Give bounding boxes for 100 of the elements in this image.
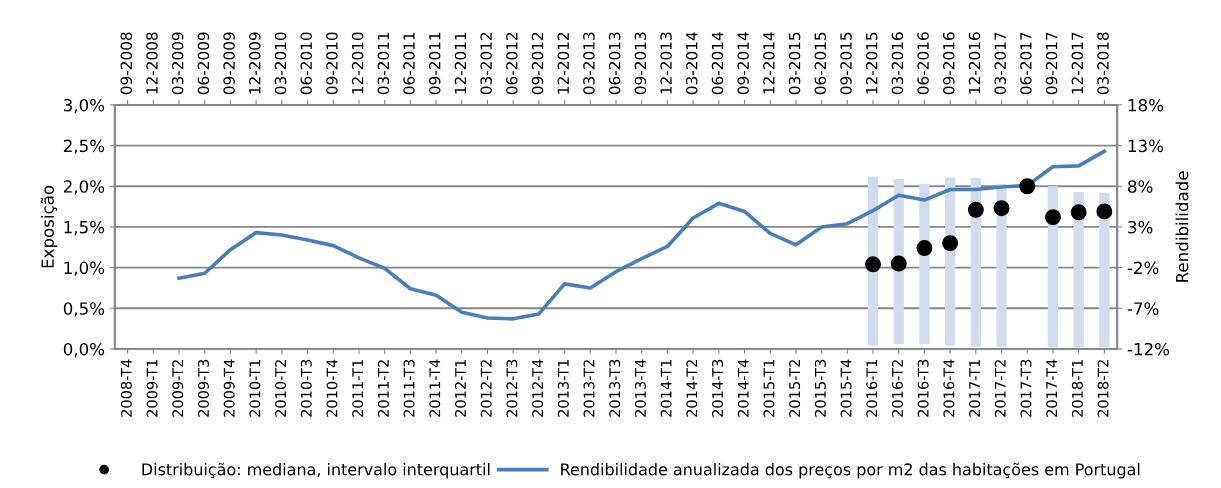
text: 03-2009	[171, 32, 184, 95]
text: 09-2010	[326, 32, 338, 95]
text: 12-2015	[865, 32, 878, 94]
text: 06-2017	[1020, 32, 1032, 95]
x-tick-label: 2012-T3	[506, 359, 518, 417]
bar	[1099, 192, 1110, 348]
x-tick-label: 2011-T2	[377, 360, 389, 417]
text: 03-2017	[994, 32, 1006, 95]
text: 03-2012	[480, 32, 492, 95]
text: 03-2013	[583, 32, 595, 95]
x-tick-label: 2010-T2	[275, 360, 287, 417]
text: 03-2010	[274, 32, 287, 95]
y-tick-label: 2,5%	[63, 139, 105, 154]
x-tick-label: 2014-T1	[660, 359, 672, 417]
y-tick-label: 2,0%	[63, 180, 105, 195]
y-tick-label: 1,5%	[64, 220, 105, 236]
x-tick-label: 2013-T3	[609, 359, 621, 417]
x-tick-label: 2014-T2	[686, 360, 698, 417]
x-tick-label: 2009-T4	[223, 359, 235, 417]
text: 06-2013	[608, 32, 621, 95]
y2-axis-title: Rendibilidade	[1175, 171, 1189, 282]
x-tick-label: 2013-T2	[583, 360, 595, 417]
text: 12-2014	[763, 32, 775, 94]
y2-tick-label: -2%	[1127, 261, 1159, 275]
x-tick-label: 2018-T2	[1097, 360, 1109, 417]
text: 06-2011	[403, 32, 415, 95]
text: 06-2012	[506, 32, 518, 95]
text: 06-2010	[300, 32, 312, 95]
x-tick-label: 2016-T3	[917, 359, 929, 417]
x-tick-label: 2012-T2	[480, 360, 492, 417]
x-tick-label: 2015-T4	[840, 359, 852, 417]
point	[1019, 178, 1036, 195]
point	[890, 255, 907, 272]
y-tick-label: 0,0%	[63, 342, 105, 358]
text: 12-2008	[146, 32, 158, 94]
point	[942, 235, 959, 252]
x-tick-label: 2009-T3	[197, 359, 209, 417]
text: 09-2016	[943, 32, 955, 95]
text: 09-2008	[120, 32, 133, 95]
point	[916, 240, 933, 257]
text: 03-2011	[377, 32, 390, 95]
x-tick-label: 2008-T4	[120, 359, 132, 417]
x-tick-label: 2017-T2	[994, 360, 1006, 417]
text: 09-2011	[428, 32, 441, 95]
y2-tick-label: 13%	[1128, 139, 1164, 153]
x-tick-label: 2015-T3	[814, 359, 826, 417]
text: 09-2015	[840, 32, 852, 95]
x-tick-label: 2014-T4	[737, 359, 749, 417]
text: 03-2016	[891, 32, 904, 95]
x-tick-label: 2012-T1	[454, 359, 466, 417]
text: 06-2016	[917, 32, 929, 95]
text: 09-2014	[737, 32, 749, 95]
text: 03-2014	[685, 32, 698, 95]
text: 09-2009	[223, 32, 235, 95]
y2-tick-label: 18%	[1128, 98, 1164, 112]
x-tick-label: 2011-T1	[352, 359, 364, 417]
text: 06-2009	[197, 32, 210, 95]
text: 06-2014	[711, 32, 724, 95]
y-tick-label: 0,5%	[63, 302, 105, 317]
text: 09-2017	[1045, 32, 1058, 95]
y-axis-title: Exposição	[40, 185, 58, 268]
x-tick-label: 2016-T2	[891, 360, 903, 417]
text: 09-2012	[531, 32, 544, 95]
x-tick-label: 2016-T1	[866, 359, 878, 417]
x-tick-label: 2009-T2	[172, 360, 184, 417]
x-tick-label: 2015-T1	[763, 359, 775, 417]
text: 12-2016	[968, 32, 981, 94]
y2-tick-label: -12%	[1127, 342, 1170, 356]
text: 12-2011	[454, 32, 467, 94]
x-tick-label: 2016-T4	[943, 359, 955, 417]
point	[865, 256, 882, 273]
y-tick-label: 3,0%	[63, 98, 105, 114]
x-tick-label: 2012-T4	[532, 359, 544, 417]
text: 12-2012	[557, 32, 570, 94]
point	[967, 201, 984, 218]
x-tick-label: 2011-T3	[403, 359, 415, 417]
x-tick-label: 2018-T1	[1071, 359, 1083, 417]
x-tick-label: 2017-T3	[1020, 359, 1032, 417]
line-series	[177, 149, 1107, 321]
y-tick-label: 1,0%	[64, 261, 105, 276]
text: 12-2010	[351, 32, 364, 94]
text: 12-2013	[660, 32, 672, 94]
x-tick-label: 2014-T3	[712, 359, 724, 417]
x-tick-label: 2010-T1	[249, 359, 261, 417]
text: 03-2018	[1097, 32, 1109, 95]
legend-label: Distribuição: mediana, intervalo interquartil	[142, 462, 490, 479]
point	[993, 200, 1010, 217]
y2-tick-label: 3%	[1128, 220, 1153, 234]
y2-tick-label: -7%	[1127, 302, 1159, 315]
x-tick-label: 2013-T4	[634, 359, 646, 417]
x-tick-label: 2011-T4	[429, 359, 441, 417]
point	[1096, 203, 1113, 220]
x-tick-label: 2009-T1	[146, 359, 158, 417]
x-tick-label: 2013-T1	[557, 359, 569, 417]
x-tick-label: 2010-T4	[326, 359, 338, 417]
text: 12-2017	[1071, 32, 1084, 94]
text: 03-2015	[788, 32, 801, 95]
point	[1070, 204, 1087, 221]
x-tick-label: 2010-T3	[300, 359, 312, 417]
point	[1044, 209, 1061, 226]
